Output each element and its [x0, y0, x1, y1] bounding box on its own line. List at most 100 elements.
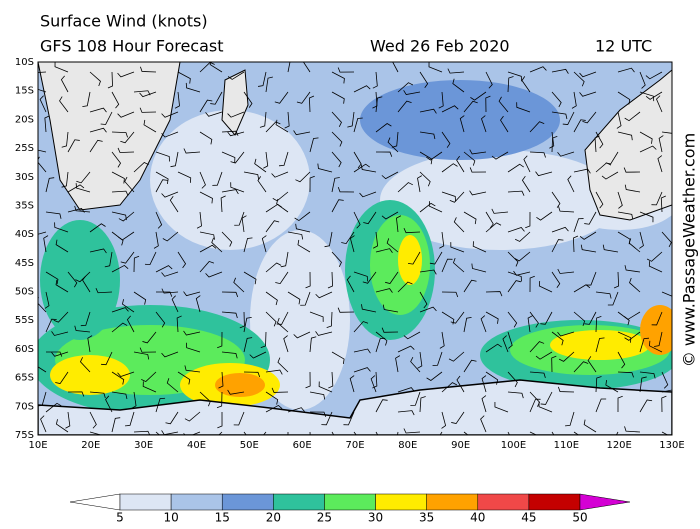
wind-barb	[44, 115, 50, 133]
wind-barb	[551, 136, 558, 153]
colorbar-segment	[375, 493, 427, 511]
wind-barb	[43, 235, 49, 253]
wind-barb	[661, 395, 667, 413]
wind-barb	[302, 62, 311, 73]
wind-barb	[89, 391, 106, 399]
wind-barb	[513, 270, 531, 276]
wind-barb	[309, 391, 326, 400]
wind-barb	[439, 231, 445, 249]
wind-barb	[646, 251, 663, 262]
wind-barb	[494, 401, 509, 413]
wind-barb	[196, 211, 202, 229]
lat-label: 65S	[15, 373, 34, 384]
wind-barb	[44, 291, 50, 309]
wind-barb	[205, 111, 223, 117]
colorbar-segment	[221, 493, 274, 511]
wind-barb	[397, 182, 414, 193]
wind-barb	[271, 387, 289, 393]
wind-barb	[639, 145, 657, 153]
wind-barb	[439, 331, 445, 349]
wind-barb	[386, 238, 399, 253]
wind-barb	[38, 71, 47, 73]
wind-barb	[529, 371, 546, 379]
wind-barb	[265, 391, 279, 405]
wind-barb	[471, 263, 487, 273]
wind-barb	[89, 411, 97, 429]
wind-barb	[133, 430, 151, 435]
wind-barb	[227, 389, 245, 395]
wind-barb	[441, 258, 453, 273]
wind-barb	[661, 431, 669, 435]
wind-barb	[139, 107, 157, 113]
wind-barb	[218, 371, 224, 389]
wind-barb	[38, 156, 47, 173]
wind-barb	[120, 131, 135, 144]
lon-label: 70E	[345, 440, 364, 451]
wind-barb	[601, 171, 619, 180]
wind-barb	[419, 291, 428, 309]
wind-barb	[89, 248, 107, 254]
wind-barb	[617, 395, 623, 413]
wind-barb	[507, 163, 524, 173]
wind-barb	[101, 351, 113, 366]
wind-barb	[419, 131, 436, 140]
wind-barb	[165, 411, 179, 425]
wind-barb	[645, 71, 663, 80]
wind-barb	[557, 386, 575, 393]
wind-barb	[472, 241, 487, 253]
wind-barb	[573, 71, 585, 87]
wind-barb	[549, 131, 555, 149]
wind-barb	[257, 71, 267, 87]
wind-barb	[551, 239, 564, 253]
wind-barb	[572, 235, 579, 253]
wind-barb	[372, 71, 378, 89]
wind-barb	[220, 195, 226, 213]
wind-barb	[624, 265, 641, 273]
wind-barb	[403, 331, 421, 340]
wind-barb	[199, 244, 217, 253]
wind-barb	[595, 191, 604, 209]
wind-barb	[111, 307, 129, 313]
wind-barb	[217, 411, 223, 429]
wind-barb	[346, 275, 355, 293]
wind-barb	[341, 231, 355, 245]
wind-barb	[287, 231, 304, 240]
wind-barb	[155, 311, 166, 328]
wind-barb	[87, 335, 93, 353]
wind-barb	[403, 227, 421, 234]
wind-barb	[337, 186, 355, 193]
wind-barb	[452, 78, 465, 93]
wind-barb	[353, 163, 370, 173]
lon-label: 50E	[240, 440, 259, 451]
wind-barb	[140, 66, 157, 73]
wind-barb	[161, 351, 179, 358]
wind-barb	[59, 96, 69, 113]
wind-barb	[80, 311, 91, 327]
wind-barb	[529, 151, 546, 158]
wind-barb	[397, 82, 414, 93]
wind-barb	[573, 311, 586, 326]
wind-barb	[185, 342, 201, 353]
wind-barb	[211, 237, 223, 253]
wind-barb	[337, 307, 355, 313]
wind-barb	[74, 205, 91, 213]
wind-barb	[184, 365, 201, 373]
wind-barb	[161, 271, 179, 277]
wind-barb	[623, 167, 641, 173]
wind-barb	[141, 371, 157, 383]
wind-barb	[327, 271, 333, 289]
wind-barb	[60, 75, 69, 93]
wind-barb	[45, 402, 62, 413]
wind-barb	[89, 71, 101, 87]
wind-barb	[463, 151, 476, 166]
wind-barb	[584, 211, 597, 225]
wind-barb	[111, 91, 120, 109]
wind-barb	[507, 331, 513, 349]
wind-barb	[580, 244, 597, 253]
wind-barb	[265, 121, 281, 133]
wind-barb	[353, 85, 371, 93]
model: GFS 108 Hour Forecast	[40, 37, 224, 56]
wind-barb	[595, 162, 612, 173]
lon-label: 30E	[134, 440, 153, 451]
wind-barb	[243, 337, 253, 353]
